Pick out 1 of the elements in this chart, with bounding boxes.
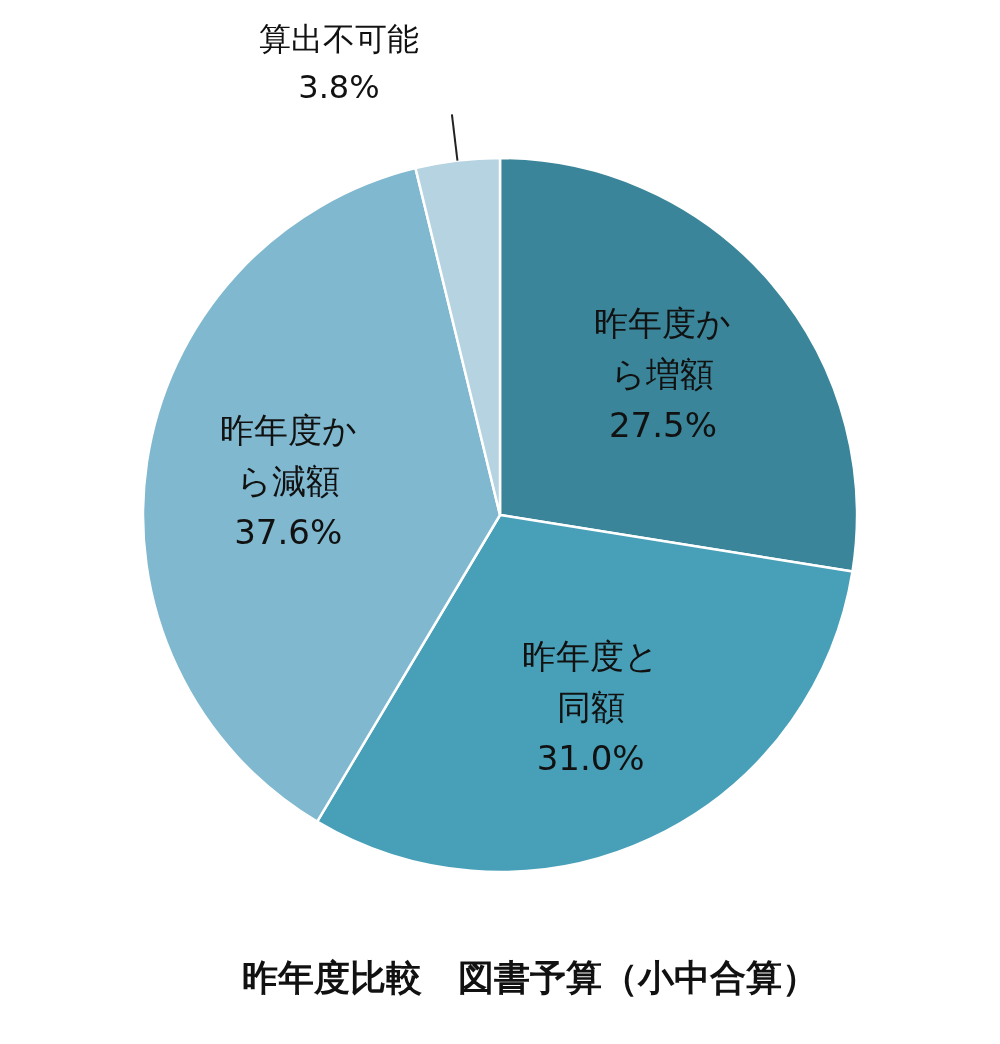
title: 昨年度比較 図書予算（小中合算） [242, 957, 818, 998]
